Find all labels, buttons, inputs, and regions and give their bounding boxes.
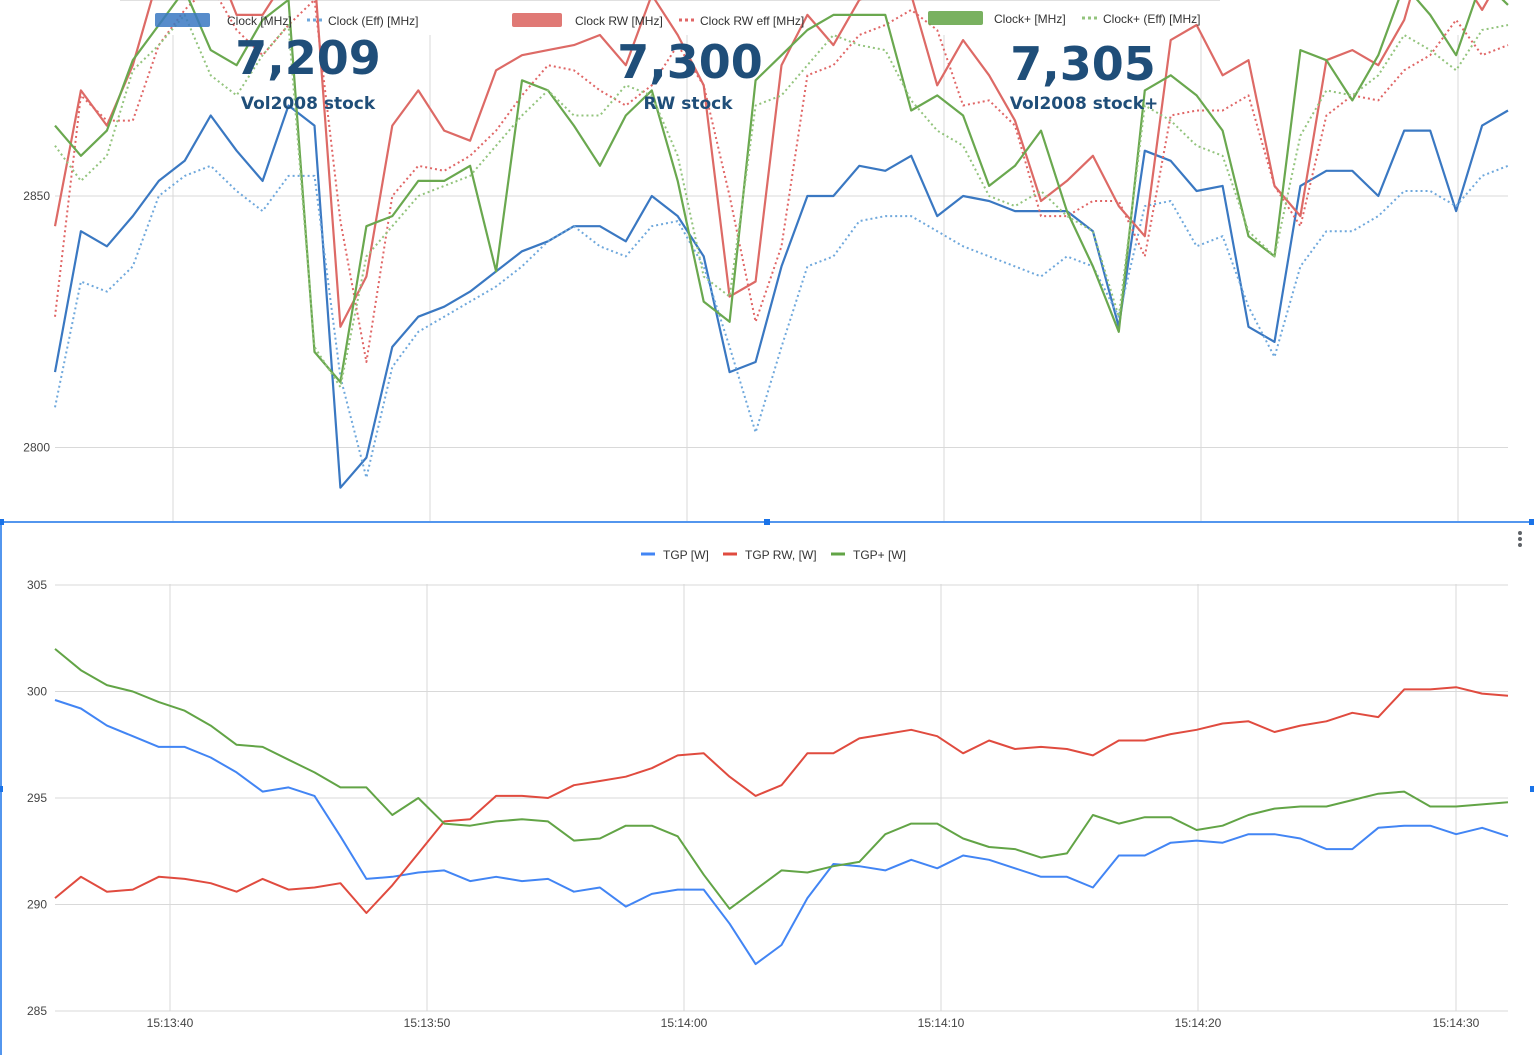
top-series-line: [53, 0, 1490, 328]
bottom-y-tick-label: 295: [27, 791, 47, 805]
label-layer: 280028502900295028529029530030515:13:401…: [23, 189, 1480, 1030]
bottom-y-tick-label: 300: [27, 685, 47, 699]
legend-label-tgp: TGP [W]: [663, 548, 709, 562]
bottom-y-tick-label: 290: [27, 898, 47, 912]
score-value-vol2008: 7,209: [235, 31, 381, 85]
bottom-y-tick-label: 285: [27, 1004, 47, 1018]
legend-swatch-clock-plus: [928, 11, 983, 25]
legend-label-clock-rw: Clock RW [MHz]: [575, 14, 663, 28]
score-label-vol2008-plus: Vol2008 stock+: [1010, 94, 1159, 114]
top-series-line: [53, 104, 1509, 489]
legend-label-tgp-plus: TGP+ [W]: [853, 548, 906, 562]
legend-label-clock-plus-eff: Clock+ (Eff) [MHz]: [1103, 12, 1200, 26]
legend-label-clock-rw-eff: Clock RW eff [MHz]: [700, 14, 804, 28]
legend-swatch-clock-rw: [512, 13, 562, 27]
bottom-x-tick-label: 15:13:50: [404, 1016, 451, 1030]
top-series-line: [54, 0, 1509, 384]
legend-swatch-clock: [155, 13, 210, 27]
resize-handle-left-mid[interactable]: [0, 786, 3, 792]
series-layer: [53, 0, 1509, 966]
legend-label-clock: Clock [MHz]: [227, 14, 292, 28]
bottom-legend: TGP [W] TGP RW, [W] TGP+ [W]: [641, 548, 906, 562]
score-callouts: 7,209 Vol2008 stock 7,300 RW stock 7,305…: [235, 31, 1158, 114]
kebab-menu-icon[interactable]: [1518, 531, 1522, 547]
grid-layer: [55, 35, 1508, 1012]
legend-label-clock-plus: Clock+ [MHz]: [994, 12, 1066, 26]
bottom-y-tick-label: 305: [27, 578, 47, 592]
resize-handle-mid[interactable]: [764, 519, 770, 525]
score-label-vol2008: Vol2008 stock: [241, 94, 376, 114]
top-y-tick-label: 2800: [23, 441, 50, 455]
bottom-x-tick-label: 15:14:10: [918, 1016, 965, 1030]
bottom-x-tick-label: 15:14:00: [661, 1016, 708, 1030]
score-label-rw: RW stock: [643, 94, 733, 114]
legend-label-clock-eff: Clock (Eff) [MHz]: [328, 14, 418, 28]
resize-handle-right[interactable]: [1529, 519, 1534, 525]
bottom-series-line: [54, 648, 1509, 910]
legend-label-tgp-rw: TGP RW, [W]: [745, 548, 817, 562]
bottom-series-line: [54, 699, 1509, 966]
top-legend: Clock [MHz] Clock (Eff) [MHz] Clock RW […: [155, 11, 1200, 28]
bottom-x-tick-label: 15:13:40: [147, 1016, 194, 1030]
resize-handle-right-mid[interactable]: [1530, 786, 1534, 792]
score-value-vol2008-plus: 7,305: [1010, 37, 1156, 91]
top-y-tick-label: 2850: [23, 189, 50, 203]
bottom-x-tick-label: 15:14:20: [1175, 1016, 1222, 1030]
top-series-line: [54, 164, 1509, 479]
resize-handle-left[interactable]: [0, 519, 4, 525]
score-value-rw: 7,300: [617, 35, 763, 89]
bottom-x-tick-label: 15:14:30: [1433, 1016, 1480, 1030]
bottom-series-line: [54, 686, 1509, 914]
